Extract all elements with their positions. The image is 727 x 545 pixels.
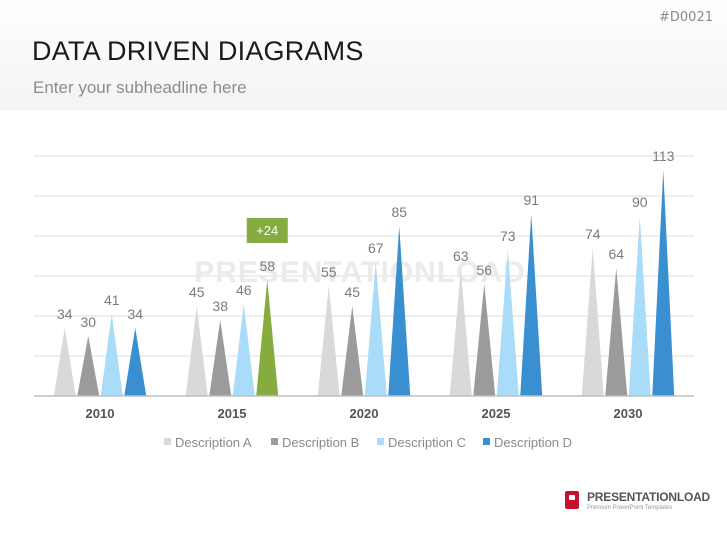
data-label: 85 — [391, 204, 407, 220]
data-label: 45 — [344, 284, 360, 300]
bar-description-b-2015 — [209, 320, 232, 396]
data-label: 113 — [652, 148, 675, 164]
data-label: 67 — [368, 240, 384, 256]
bar-description-c-2010 — [100, 314, 123, 396]
bar-description-a-2020 — [317, 286, 340, 396]
bar-description-b-2020 — [341, 306, 364, 396]
x-tick-label: 2020 — [350, 406, 379, 421]
data-label: 73 — [500, 228, 516, 244]
bar-description-d-2010 — [124, 328, 147, 396]
bar-description-d-2025 — [520, 214, 543, 396]
data-label: 90 — [632, 194, 648, 210]
legend-swatch — [271, 438, 278, 445]
legend-item-label: Description B — [282, 435, 359, 450]
bar-description-c-2025 — [496, 250, 519, 396]
data-label: 56 — [476, 262, 492, 278]
slide-id: #D0021 — [659, 10, 713, 25]
bar-description-a-2015 — [185, 306, 208, 396]
bar-description-d-2030 — [652, 170, 675, 396]
x-tick-label: 2010 — [86, 406, 115, 421]
brand-name: PRESENTATIONLOAD — [587, 490, 711, 504]
bar-description-c-2020 — [364, 262, 387, 396]
legend-item-label: Description D — [494, 435, 572, 450]
legend-swatch — [483, 438, 490, 445]
bar-description-b-2030 — [605, 268, 628, 396]
presentationload-icon — [565, 491, 579, 509]
bar-description-c-2015 — [232, 304, 255, 396]
legend-swatch — [164, 438, 171, 445]
data-label: 34 — [57, 306, 73, 322]
data-label: 63 — [453, 248, 469, 264]
data-label: 30 — [80, 314, 96, 330]
legend-item-label: Description A — [175, 435, 252, 450]
data-label: 46 — [236, 282, 252, 298]
bar-description-c-2030 — [628, 216, 651, 396]
data-label: 38 — [212, 298, 228, 314]
bar-description-a-2030 — [581, 248, 604, 396]
brand-logo: PRESENTATIONLOAD Premium PowerPoint Temp… — [563, 488, 713, 518]
legend-swatch — [377, 438, 384, 445]
data-label: 41 — [104, 292, 120, 308]
highlight-badge-label: +24 — [256, 223, 278, 238]
x-tick-label: 2015 — [218, 406, 247, 421]
data-label: 55 — [321, 264, 337, 280]
data-label: 58 — [259, 258, 275, 274]
data-label: 45 — [189, 284, 205, 300]
legend-item-label: Description C — [388, 435, 466, 450]
highlight-badge — [246, 218, 288, 243]
x-tick-label: 2030 — [614, 406, 643, 421]
bar-description-d-2015 — [256, 280, 279, 396]
bar-description-d-2020 — [388, 226, 411, 396]
watermark: PRESENTATIONLOAD — [194, 256, 526, 289]
x-tick-label: 2025 — [482, 406, 511, 421]
bar-description-b-2025 — [473, 284, 496, 396]
data-label: 64 — [608, 246, 624, 262]
data-label: 91 — [523, 192, 539, 208]
data-label: 74 — [585, 226, 601, 242]
title-area — [0, 0, 727, 110]
bar-description-b-2010 — [77, 336, 100, 396]
bar-description-a-2010 — [53, 328, 76, 396]
data-label: 34 — [127, 306, 143, 322]
bar-description-a-2025 — [449, 270, 472, 396]
page-subtitle[interactable]: Enter your subheadline here — [33, 78, 247, 97]
page-title[interactable]: DATA DRIVEN DIAGRAMS — [32, 36, 364, 66]
brand-tagline: Premium PowerPoint Templates — [587, 505, 673, 511]
